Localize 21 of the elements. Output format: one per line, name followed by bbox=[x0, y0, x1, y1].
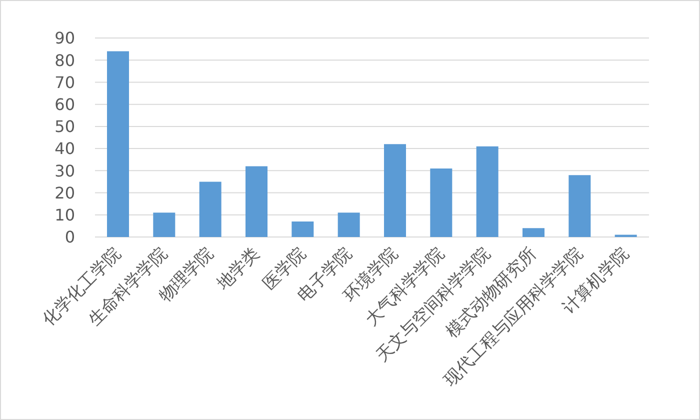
y-tick-label: 60 bbox=[54, 95, 75, 114]
y-tick-label: 90 bbox=[54, 28, 75, 48]
y-tick-label: 40 bbox=[54, 139, 75, 158]
y-tick-label: 20 bbox=[54, 183, 75, 202]
y-tick-label: 50 bbox=[54, 117, 75, 136]
bar bbox=[568, 175, 591, 237]
bar bbox=[199, 182, 222, 237]
bar bbox=[153, 212, 176, 237]
bar bbox=[107, 51, 129, 237]
bar bbox=[522, 228, 544, 237]
bar bbox=[384, 144, 406, 237]
y-tick-label: 80 bbox=[54, 50, 75, 70]
bar bbox=[246, 166, 268, 237]
y-tick-label: 70 bbox=[54, 72, 75, 92]
bar bbox=[430, 168, 452, 237]
bar bbox=[338, 212, 360, 237]
y-tick-label: 30 bbox=[54, 161, 75, 180]
bar bbox=[476, 146, 498, 237]
y-tick-label: 10 bbox=[54, 206, 75, 225]
y-tick-label: 0 bbox=[64, 228, 75, 247]
bar bbox=[292, 222, 314, 237]
